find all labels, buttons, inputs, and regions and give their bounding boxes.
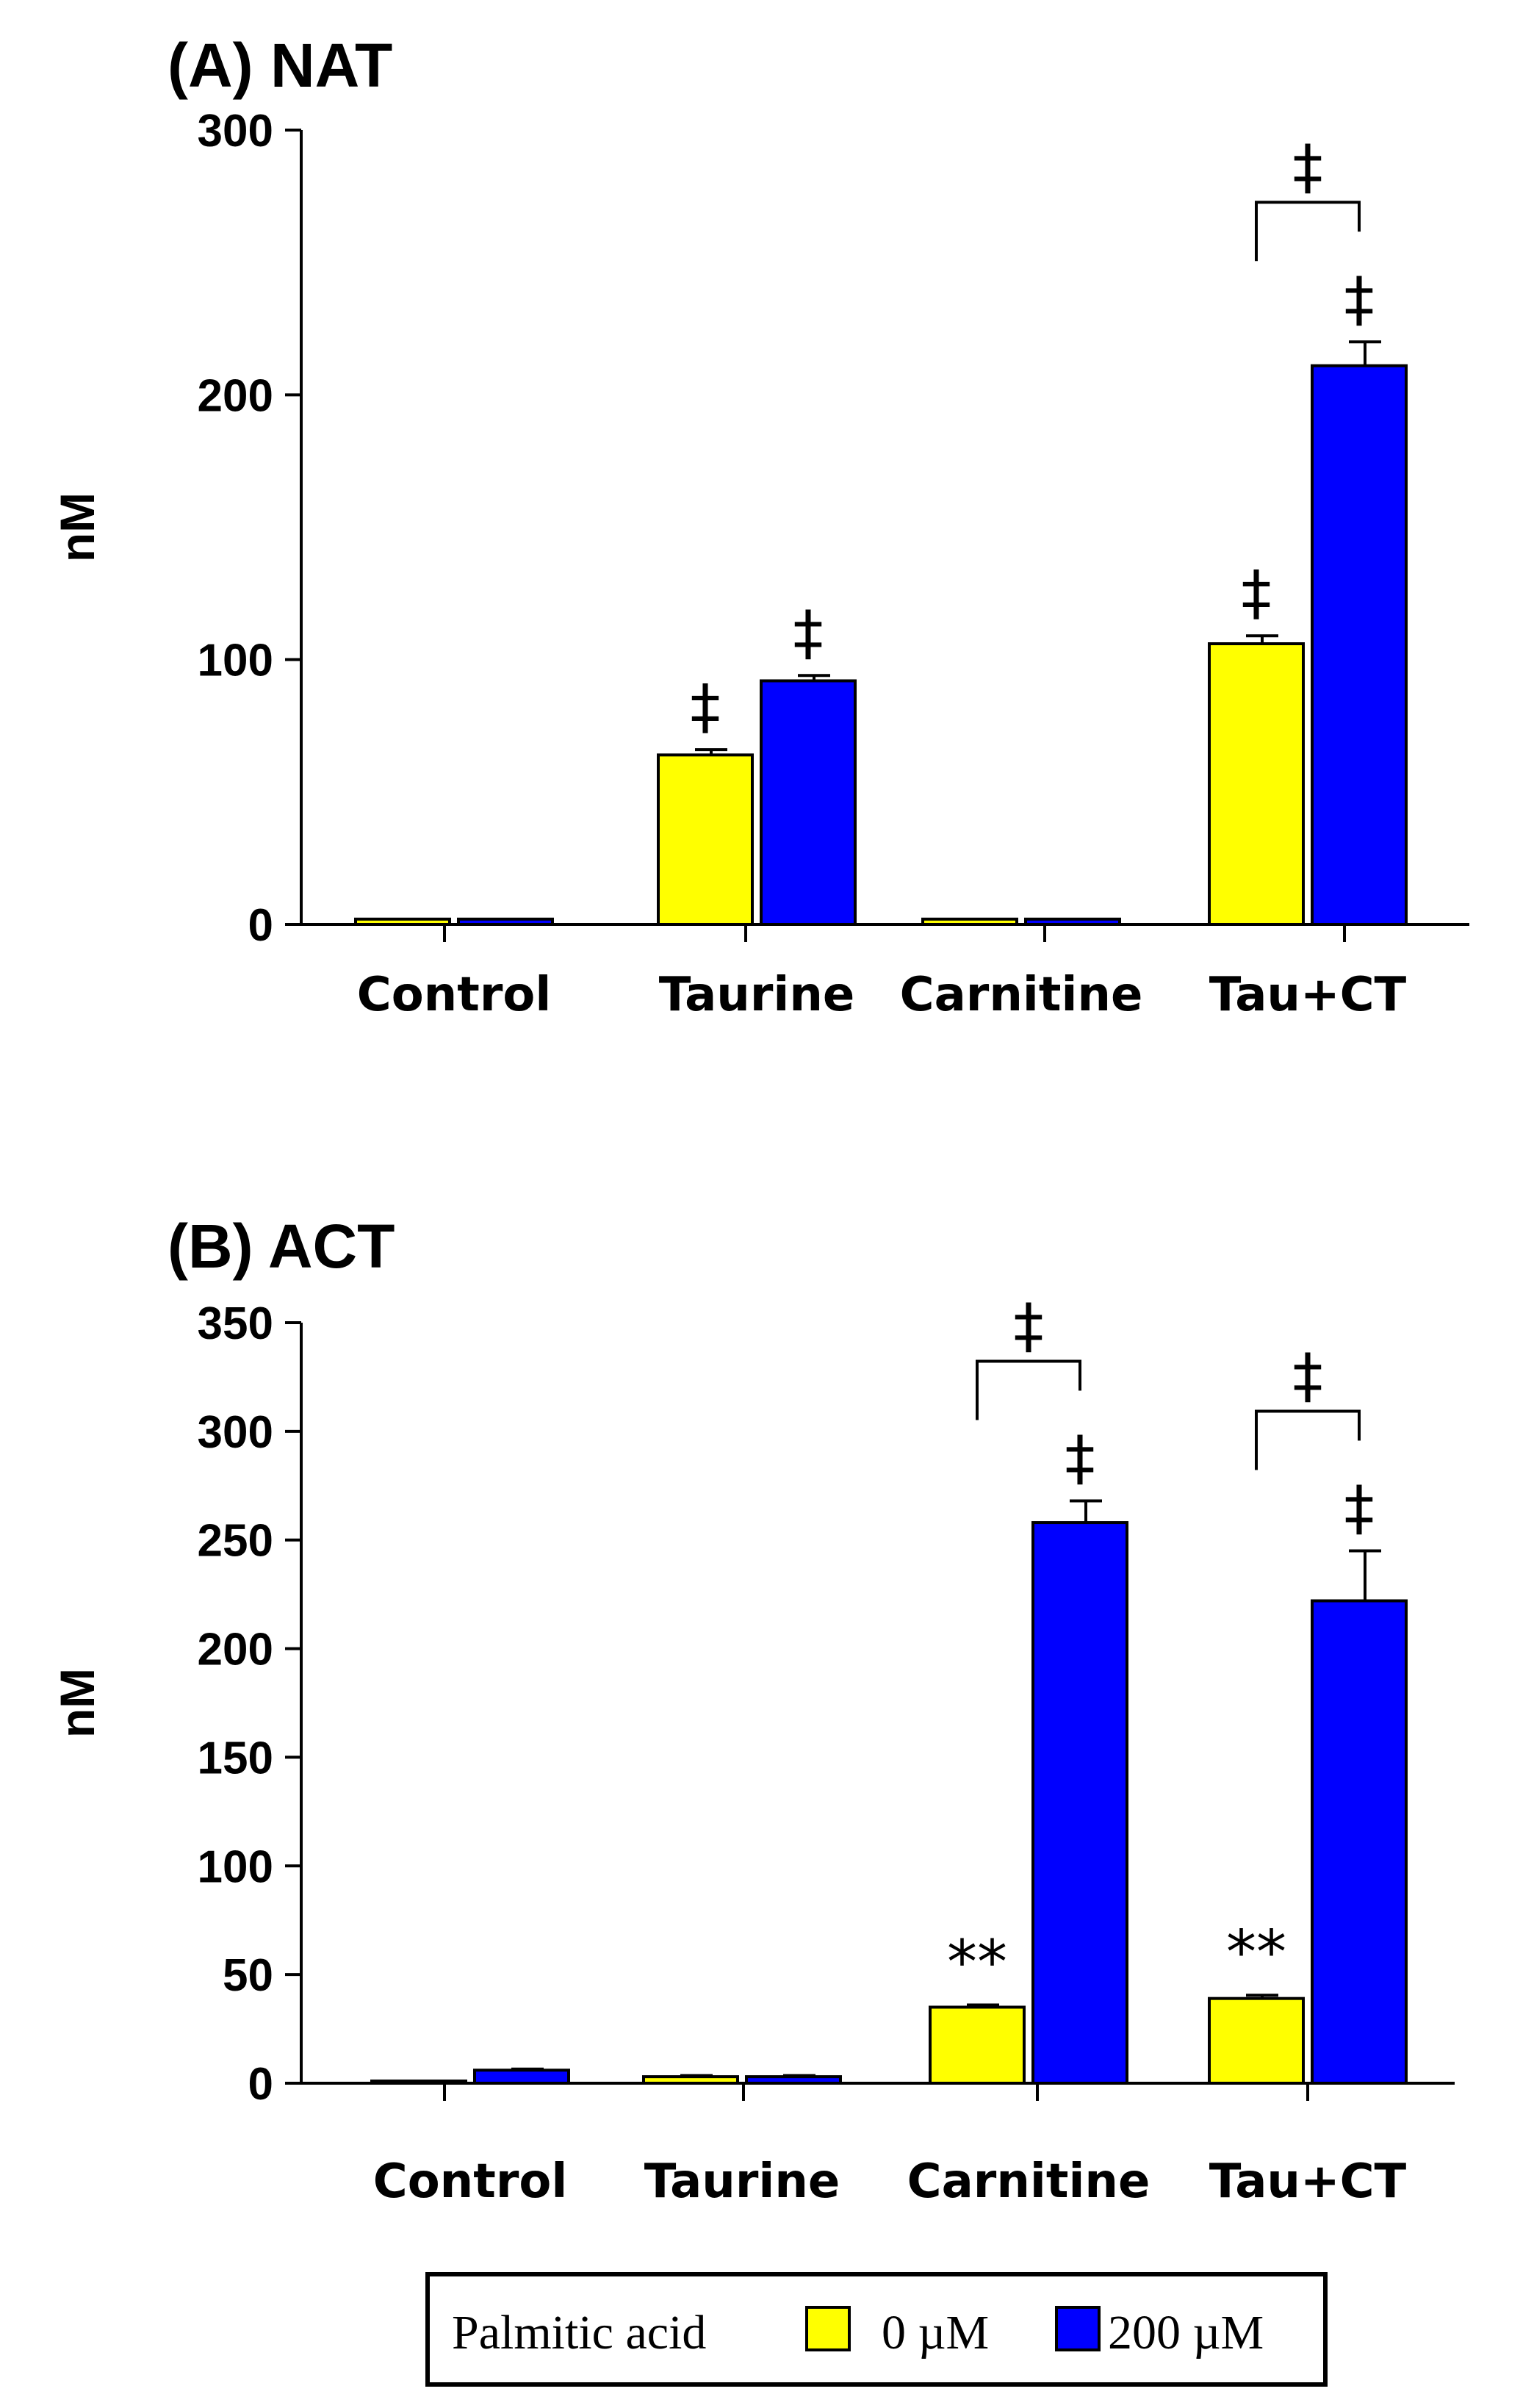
legend: Palmitic acid 0 µM 200 µM <box>425 2272 1328 2387</box>
bar-200um <box>1024 917 1121 927</box>
double-dagger-marker: ‡ <box>1344 265 1375 334</box>
category-label: Control <box>373 2154 568 2209</box>
y-tick-label: 0 <box>248 2059 273 2110</box>
bracket-significance-marker: ‡ <box>1293 1342 1323 1412</box>
y-tick-label: 350 <box>198 1298 273 1349</box>
bar-200um <box>760 679 857 926</box>
legend-item-label: 200 µM <box>1108 2306 1264 2360</box>
bar-0um <box>921 917 1018 927</box>
double-dagger-marker: ‡ <box>1065 1423 1095 1493</box>
y-axis-label: nM <box>50 1668 104 1738</box>
y-tick-label: 200 <box>198 370 273 421</box>
bar-200um <box>745 2075 842 2085</box>
legend-swatch <box>805 2306 851 2351</box>
legend-title: Palmitic acid <box>452 2306 706 2360</box>
y-axis-label: nM <box>50 492 104 562</box>
category-label: Control <box>357 968 552 1022</box>
category-label: Tau+CT <box>1209 2154 1407 2209</box>
panel-a-nat: (A) NAT nM 0 100 200 300 Control Taurine Carniti… <box>50 31 1469 1022</box>
panel-title: (A) NAT <box>168 31 392 100</box>
bar-200um <box>1031 1521 1128 2085</box>
y-tick-label: 50 <box>223 1950 273 2001</box>
bar-0um <box>929 2005 1026 2085</box>
significance-bracket <box>976 1359 1081 1420</box>
bar-200um <box>457 917 554 927</box>
bar-200um <box>1311 1599 1408 2085</box>
y-tick-label: 100 <box>198 1841 273 1892</box>
legend-swatch <box>1055 2306 1101 2351</box>
y-tick-label: 150 <box>198 1733 273 1783</box>
y-tick-label: 0 <box>248 900 273 951</box>
category-label: Taurine <box>644 2154 840 2209</box>
bar-200um <box>1311 364 1408 926</box>
panel-title: (B) ACT <box>168 1212 395 1281</box>
legend-box <box>425 2272 1328 2387</box>
double-dagger-marker: ‡ <box>1242 558 1272 628</box>
significance-bracket <box>1255 1409 1361 1470</box>
bar-0um <box>370 2080 467 2085</box>
y-tick-label: 200 <box>198 1625 273 1675</box>
y-tick-label: 300 <box>198 1407 273 1458</box>
double-asterisk-marker: ** <box>1226 1918 1286 1988</box>
category-label: Tau+CT <box>1209 968 1407 1022</box>
bar-0um <box>642 2075 739 2085</box>
double-dagger-marker: ‡ <box>1344 1474 1375 1544</box>
bar-200um <box>473 2069 570 2085</box>
y-tick-label: 300 <box>198 106 273 157</box>
bar-0um <box>354 917 451 927</box>
bar-0um <box>1208 1997 1305 2085</box>
panel-b-act: (B) ACT nM 0 50 100 150 200 250 300 350 Control Tau… <box>50 1212 1455 2209</box>
double-asterisk-marker: ** <box>947 1928 1007 1998</box>
bar-0um <box>1208 642 1305 927</box>
double-dagger-marker: ‡ <box>691 672 721 742</box>
y-tick-label: 100 <box>198 636 273 686</box>
y-tick-label: 250 <box>198 1516 273 1567</box>
category-label: Taurine <box>659 968 855 1022</box>
category-label: Carnitine <box>900 968 1143 1022</box>
bracket-significance-marker: ‡ <box>1014 1291 1044 1361</box>
bar-0um <box>657 753 754 927</box>
legend-item-label: 0 µM <box>882 2306 989 2360</box>
bracket-significance-marker: ‡ <box>1293 132 1323 202</box>
significance-bracket <box>1255 201 1361 262</box>
category-label: Carnitine <box>907 2154 1150 2209</box>
double-dagger-marker: ‡ <box>793 598 824 668</box>
